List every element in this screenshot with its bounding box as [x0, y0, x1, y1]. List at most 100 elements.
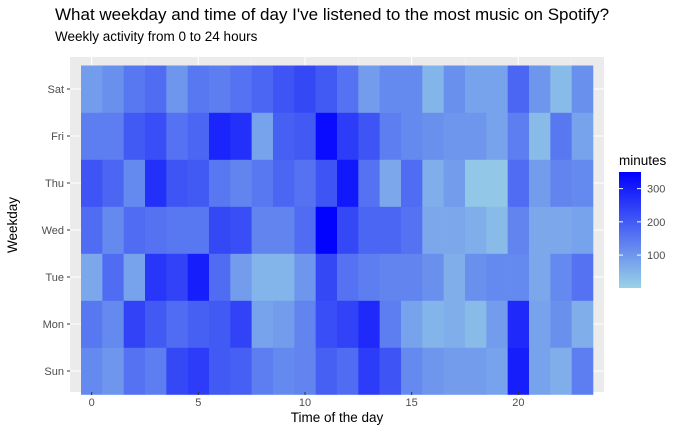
- heatmap-tile-sat-9: [273, 65, 295, 113]
- heatmap-tile-sun-16: [422, 347, 444, 395]
- y-tick-label: Sun: [44, 366, 64, 378]
- heatmap-tile-sat-18: [465, 65, 487, 113]
- heatmap-tile-sat-23: [571, 65, 594, 113]
- x-axis: 0 5 10 15 20: [89, 392, 524, 409]
- heatmap-tile-thu-23: [571, 159, 594, 207]
- heatmap-tile-fri-3: [145, 112, 167, 160]
- heatmap-tile-sat-0: [81, 65, 103, 113]
- heatmap-tile-wed-14: [379, 206, 402, 254]
- heatmap-tile-fri-22: [550, 112, 572, 160]
- heatmap-tile-sun-23: [571, 347, 594, 395]
- heatmap-tile-mon-10: [294, 300, 316, 348]
- heatmap-tiles: [81, 65, 594, 395]
- heatmap-tile-sun-15: [401, 347, 423, 395]
- heatmap-tile-sun-22: [550, 347, 572, 395]
- heatmap-tile-fri-5: [187, 112, 210, 160]
- heatmap-tile-wed-10: [294, 206, 316, 254]
- heatmap-tile-mon-3: [145, 300, 167, 348]
- heatmap-tile-wed-3: [145, 206, 167, 254]
- x-tick-label: 15: [406, 397, 418, 409]
- heatmap-tile-tue-5: [187, 253, 210, 301]
- heatmap-tile-fri-9: [273, 112, 295, 160]
- legend-colorbar: [619, 172, 641, 288]
- heatmap-tile-tue-22: [550, 253, 572, 301]
- heatmap-tile-tue-1: [102, 253, 124, 301]
- heatmap-tile-mon-0: [81, 300, 103, 348]
- heatmap-tile-tue-20: [507, 253, 530, 301]
- heatmap-tile-sat-14: [379, 65, 402, 113]
- heatmap-tile-fri-23: [571, 112, 594, 160]
- heatmap-tile-tue-16: [422, 253, 444, 301]
- heatmap-tile-fri-12: [337, 112, 359, 160]
- heatmap-tile-mon-18: [465, 300, 487, 348]
- heatmap-tile-sat-22: [550, 65, 572, 113]
- heatmap-tile-thu-22: [550, 159, 572, 207]
- heatmap-tile-wed-22: [550, 206, 572, 254]
- legend-tick-label: 300: [647, 184, 665, 196]
- heatmap-tile-sun-19: [486, 347, 508, 395]
- heatmap-tile-wed-0: [81, 206, 103, 254]
- heatmap-tile-sun-3: [145, 347, 167, 395]
- heatmap-tile-mon-20: [507, 300, 530, 348]
- heatmap-tile-wed-20: [507, 206, 530, 254]
- heatmap-tile-tue-19: [486, 253, 508, 301]
- heatmap-tile-sun-0: [81, 347, 103, 395]
- heatmap-tile-wed-18: [465, 206, 487, 254]
- heatmap-tile-wed-15: [401, 206, 423, 254]
- heatmap-tile-tue-13: [358, 253, 380, 301]
- heatmap-tile-sat-12: [337, 65, 359, 113]
- heatmap-tile-tue-4: [166, 253, 188, 301]
- heatmap-tile-thu-4: [166, 159, 188, 207]
- heatmap-tile-sun-5: [187, 347, 210, 395]
- heatmap-tile-sat-8: [251, 65, 274, 113]
- heatmap-tile-wed-17: [443, 206, 466, 254]
- heatmap-tile-thu-3: [145, 159, 167, 207]
- heatmap-tile-wed-1: [102, 206, 124, 254]
- heatmap-tile-thu-16: [422, 159, 444, 207]
- legend: minutes 100 200 300: [619, 153, 667, 288]
- heatmap-tile-sat-2: [123, 65, 146, 113]
- heatmap-tile-mon-16: [422, 300, 444, 348]
- heatmap-tile-fri-2: [123, 112, 146, 160]
- heatmap-tile-mon-17: [443, 300, 466, 348]
- heatmap-tile-thu-8: [251, 159, 274, 207]
- heatmap-tile-thu-14: [379, 159, 402, 207]
- x-tick-label: 0: [89, 397, 95, 409]
- heatmap-tile-fri-13: [358, 112, 380, 160]
- heatmap-tile-tue-3: [145, 253, 167, 301]
- y-axis-title: Weekday: [5, 197, 20, 253]
- heatmap-tile-sat-16: [422, 65, 444, 113]
- y-tick-label: Sat: [47, 84, 64, 96]
- heatmap-tile-thu-18: [465, 159, 487, 207]
- heatmap-tile-mon-9: [273, 300, 295, 348]
- heatmap-tile-fri-21: [529, 112, 551, 160]
- heatmap-tile-wed-9: [273, 206, 295, 254]
- heatmap-tile-mon-8: [251, 300, 274, 348]
- heatmap-tile-sun-6: [209, 347, 231, 395]
- heatmap-tile-fri-7: [230, 112, 252, 160]
- heatmap-tile-thu-7: [230, 159, 252, 207]
- heatmap-tile-mon-12: [337, 300, 359, 348]
- heatmap-tile-mon-5: [187, 300, 210, 348]
- heatmap-tile-mon-15: [401, 300, 423, 348]
- y-tick-label: Mon: [43, 319, 64, 331]
- heatmap-tile-mon-13: [358, 300, 380, 348]
- heatmap-tile-sun-21: [529, 347, 551, 395]
- heatmap-tile-fri-10: [294, 112, 316, 160]
- heatmap-tile-thu-11: [315, 159, 338, 207]
- heatmap-tile-tue-7: [230, 253, 252, 301]
- heatmap-tile-mon-22: [550, 300, 572, 348]
- heatmap-tile-tue-2: [123, 253, 146, 301]
- heatmap-tile-mon-21: [529, 300, 551, 348]
- heatmap-tile-wed-11: [315, 206, 338, 254]
- chart-subtitle: Weekly activity from 0 to 24 hours: [55, 29, 258, 44]
- heatmap-tile-sat-3: [145, 65, 167, 113]
- heatmap-tile-fri-4: [166, 112, 188, 160]
- heatmap-tile-tue-9: [273, 253, 295, 301]
- y-tick-label: Thu: [45, 178, 64, 190]
- heatmap-tile-thu-13: [358, 159, 380, 207]
- heatmap-tile-wed-23: [571, 206, 594, 254]
- heatmap-tile-sat-4: [166, 65, 188, 113]
- heatmap-tile-wed-8: [251, 206, 274, 254]
- heatmap-tile-fri-6: [209, 112, 231, 160]
